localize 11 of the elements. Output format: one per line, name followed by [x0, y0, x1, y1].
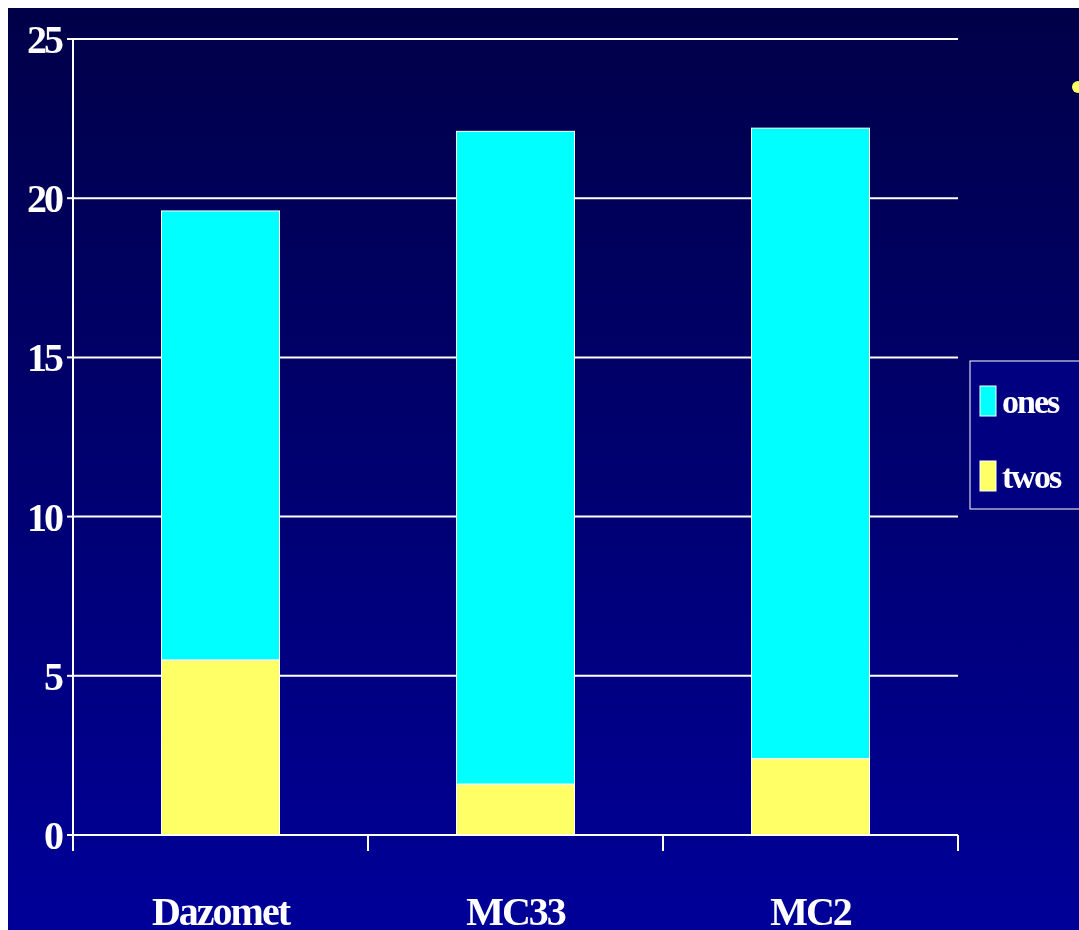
y-tick-label: 5: [44, 653, 63, 699]
legend-label: ones: [1002, 382, 1060, 420]
y-tick-label: 25: [27, 17, 63, 62]
y-tick-label: 15: [27, 335, 63, 381]
x-tick-label: MC33: [466, 889, 566, 930]
y-tick-label: 20: [27, 176, 63, 222]
y-tick-label: 10: [27, 494, 63, 540]
x-tick-label: MC2: [770, 889, 852, 930]
x-tick-label: Dazomet: [151, 889, 292, 930]
y-tick-label: 0: [44, 813, 63, 858]
legend-label: twos: [1002, 457, 1062, 495]
